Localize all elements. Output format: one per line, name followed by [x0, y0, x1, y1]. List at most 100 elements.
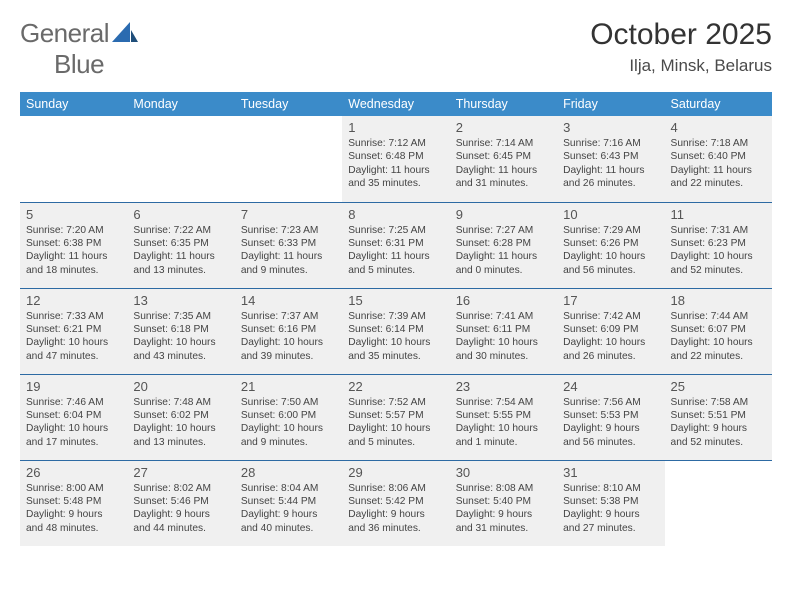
day-cell: 3 Sunrise: 7:16 AMSunset: 6:43 PMDaylight… — [557, 116, 664, 202]
day-details: Sunrise: 7:23 AMSunset: 6:33 PMDaylight:… — [241, 224, 336, 278]
day-cell — [235, 116, 342, 202]
day-details: Sunrise: 7:58 AMSunset: 5:51 PMDaylight:… — [671, 396, 766, 450]
day-cell: 16Sunrise: 7:41 AMSunset: 6:11 PMDayligh… — [450, 288, 557, 374]
day-cell: 19 Sunrise: 7:46 AMSunset: 6:04 PMDayligh… — [20, 374, 127, 460]
day-number: 13 — [133, 293, 228, 308]
day-header-row: Sunday Monday Tuesday Wednesday Thursday… — [20, 92, 772, 116]
day-cell: 15Sunrise: 7:39 AMSunset: 6:14 PMDayligh… — [342, 288, 449, 374]
day-details: Sunrise: 8:02 AMSunset: 5:46 PMDaylight:… — [133, 482, 228, 536]
day-cell: 12 Sunrise: 7:33 AMSunset: 6:21 PMDayligh… — [20, 288, 127, 374]
day-cell: 29 Sunrise: 8:06 AMSunset: 5:42 PMDayligh… — [342, 460, 449, 546]
week-row: 12 Sunrise: 7:33 AMSunset: 6:21 PMDayligh… — [20, 288, 772, 374]
day-details: Sunrise: 7:12 AMSunset: 6:48 PMDaylight:… — [348, 137, 443, 191]
day-details: Sunrise: 8:06 AMSunset: 5:42 PMDaylight:… — [348, 482, 443, 536]
day-header: Saturday — [665, 92, 772, 116]
day-number: 15 — [348, 293, 443, 308]
day-cell: 13 Sunrise: 7:35 AMSunset: 6:18 PMDayligh… — [127, 288, 234, 374]
day-cell: 23Sunrise: 7:54 AMSunset: 5:55 PMDayligh… — [450, 374, 557, 460]
day-number: 25 — [671, 379, 766, 394]
day-details: Sunrise: 7:42 AMSunset: 6:09 PMDaylight:… — [563, 310, 658, 364]
day-cell: 14 Sunrise: 7:37 AMSunset: 6:16 PMDayligh… — [235, 288, 342, 374]
day-cell — [127, 116, 234, 202]
header: General Blue October 2025 Ilja, Minsk, B… — [20, 18, 772, 80]
day-header: Monday — [127, 92, 234, 116]
day-number: 18 — [671, 293, 766, 308]
day-header: Wednesday — [342, 92, 449, 116]
day-number: 23 — [456, 379, 551, 394]
day-details: Sunrise: 7:29 AMSunset: 6:26 PMDaylight:… — [563, 224, 658, 278]
day-cell — [665, 460, 772, 546]
day-details: Sunrise: 7:18 AMSunset: 6:40 PMDaylight:… — [671, 137, 766, 191]
day-cell: 10Sunrise: 7:29 AMSunset: 6:26 PMDayligh… — [557, 202, 664, 288]
day-header: Thursday — [450, 92, 557, 116]
day-number: 30 — [456, 465, 551, 480]
day-details: Sunrise: 7:41 AMSunset: 6:11 PMDaylight:… — [456, 310, 551, 364]
day-number: 14 — [241, 293, 336, 308]
day-number: 1 — [348, 120, 443, 135]
day-cell: 6Sunrise: 7:22 AMSunset: 6:35 PMDaylight… — [127, 202, 234, 288]
day-details: Sunrise: 7:14 AMSunset: 6:45 PMDaylight:… — [456, 137, 551, 191]
day-details: Sunrise: 8:08 AMSunset: 5:40 PMDaylight:… — [456, 482, 551, 536]
day-details: Sunrise: 7:37 AMSunset: 6:16 PMDaylight:… — [241, 310, 336, 364]
day-header: Sunday — [20, 92, 127, 116]
week-row: 26 Sunrise: 8:00 AMSunset: 5:48 PMDayligh… — [20, 460, 772, 546]
logo-text-blue: Blue — [54, 49, 104, 79]
day-details: Sunrise: 7:31 AMSunset: 6:23 PMDaylight:… — [671, 224, 766, 278]
day-cell: 5 Sunrise: 7:20 AMSunset: 6:38 PMDaylight… — [20, 202, 127, 288]
day-number: 5 — [26, 207, 121, 222]
day-details: Sunrise: 7:50 AMSunset: 6:00 PMDaylight:… — [241, 396, 336, 450]
day-cell: 30 Sunrise: 8:08 AMSunset: 5:40 PMDayligh… — [450, 460, 557, 546]
day-details: Sunrise: 7:46 AMSunset: 6:04 PMDaylight:… — [26, 396, 121, 450]
logo: General Blue — [20, 18, 138, 80]
day-cell: 21 Sunrise: 7:50 AMSunset: 6:00 PMDayligh… — [235, 374, 342, 460]
day-cell: 7 Sunrise: 7:23 AMSunset: 6:33 PMDaylight… — [235, 202, 342, 288]
day-details: Sunrise: 7:35 AMSunset: 6:18 PMDaylight:… — [133, 310, 228, 364]
day-cell: 8Sunrise: 7:25 AMSunset: 6:31 PMDaylight… — [342, 202, 449, 288]
day-details: Sunrise: 7:33 AMSunset: 6:21 PMDaylight:… — [26, 310, 121, 364]
day-details: Sunrise: 7:52 AMSunset: 5:57 PMDaylight:… — [348, 396, 443, 450]
day-header: Tuesday — [235, 92, 342, 116]
day-details: Sunrise: 7:25 AMSunset: 6:31 PMDaylight:… — [348, 224, 443, 278]
day-number: 21 — [241, 379, 336, 394]
day-cell: 27Sunrise: 8:02 AMSunset: 5:46 PMDayligh… — [127, 460, 234, 546]
calendar-table: Sunday Monday Tuesday Wednesday Thursday… — [20, 92, 772, 546]
day-number: 28 — [241, 465, 336, 480]
day-cell: 24 Sunrise: 7:56 AMSunset: 5:53 PMDayligh… — [557, 374, 664, 460]
day-number: 31 — [563, 465, 658, 480]
day-number: 20 — [133, 379, 228, 394]
logo-sail-icon — [112, 22, 138, 44]
day-details: Sunrise: 8:10 AMSunset: 5:38 PMDaylight:… — [563, 482, 658, 536]
day-cell: 2 Sunrise: 7:14 AMSunset: 6:45 PMDaylight… — [450, 116, 557, 202]
day-number: 11 — [671, 207, 766, 222]
day-details: Sunrise: 7:16 AMSunset: 6:43 PMDaylight:… — [563, 137, 658, 191]
day-cell: 26 Sunrise: 8:00 AMSunset: 5:48 PMDayligh… — [20, 460, 127, 546]
day-cell: 25 Sunrise: 7:58 AMSunset: 5:51 PMDayligh… — [665, 374, 772, 460]
day-details: Sunrise: 7:56 AMSunset: 5:53 PMDaylight:… — [563, 396, 658, 450]
day-cell: 4Sunrise: 7:18 AMSunset: 6:40 PMDaylight… — [665, 116, 772, 202]
day-cell: 20Sunrise: 7:48 AMSunset: 6:02 PMDayligh… — [127, 374, 234, 460]
day-cell: 22Sunrise: 7:52 AMSunset: 5:57 PMDayligh… — [342, 374, 449, 460]
week-row: 5 Sunrise: 7:20 AMSunset: 6:38 PMDaylight… — [20, 202, 772, 288]
day-number: 9 — [456, 207, 551, 222]
day-cell: 18Sunrise: 7:44 AMSunset: 6:07 PMDayligh… — [665, 288, 772, 374]
day-number: 2 — [456, 120, 551, 135]
day-number: 17 — [563, 293, 658, 308]
day-number: 26 — [26, 465, 121, 480]
day-number: 19 — [26, 379, 121, 394]
day-details: Sunrise: 8:04 AMSunset: 5:44 PMDaylight:… — [241, 482, 336, 536]
day-cell: 9 Sunrise: 7:27 AMSunset: 6:28 PMDaylight… — [450, 202, 557, 288]
week-row: 19 Sunrise: 7:46 AMSunset: 6:04 PMDayligh… — [20, 374, 772, 460]
day-number: 24 — [563, 379, 658, 394]
location: Ilja, Minsk, Belarus — [590, 56, 772, 76]
title-block: October 2025 Ilja, Minsk, Belarus — [590, 18, 772, 76]
day-cell: 28 Sunrise: 8:04 AMSunset: 5:44 PMDayligh… — [235, 460, 342, 546]
day-details: Sunrise: 7:20 AMSunset: 6:38 PMDaylight:… — [26, 224, 121, 278]
month-title: October 2025 — [590, 18, 772, 52]
day-details: Sunrise: 8:00 AMSunset: 5:48 PMDaylight:… — [26, 482, 121, 536]
day-number: 29 — [348, 465, 443, 480]
day-number: 12 — [26, 293, 121, 308]
day-details: Sunrise: 7:22 AMSunset: 6:35 PMDaylight:… — [133, 224, 228, 278]
day-number: 7 — [241, 207, 336, 222]
day-details: Sunrise: 7:27 AMSunset: 6:28 PMDaylight:… — [456, 224, 551, 278]
day-number: 3 — [563, 120, 658, 135]
